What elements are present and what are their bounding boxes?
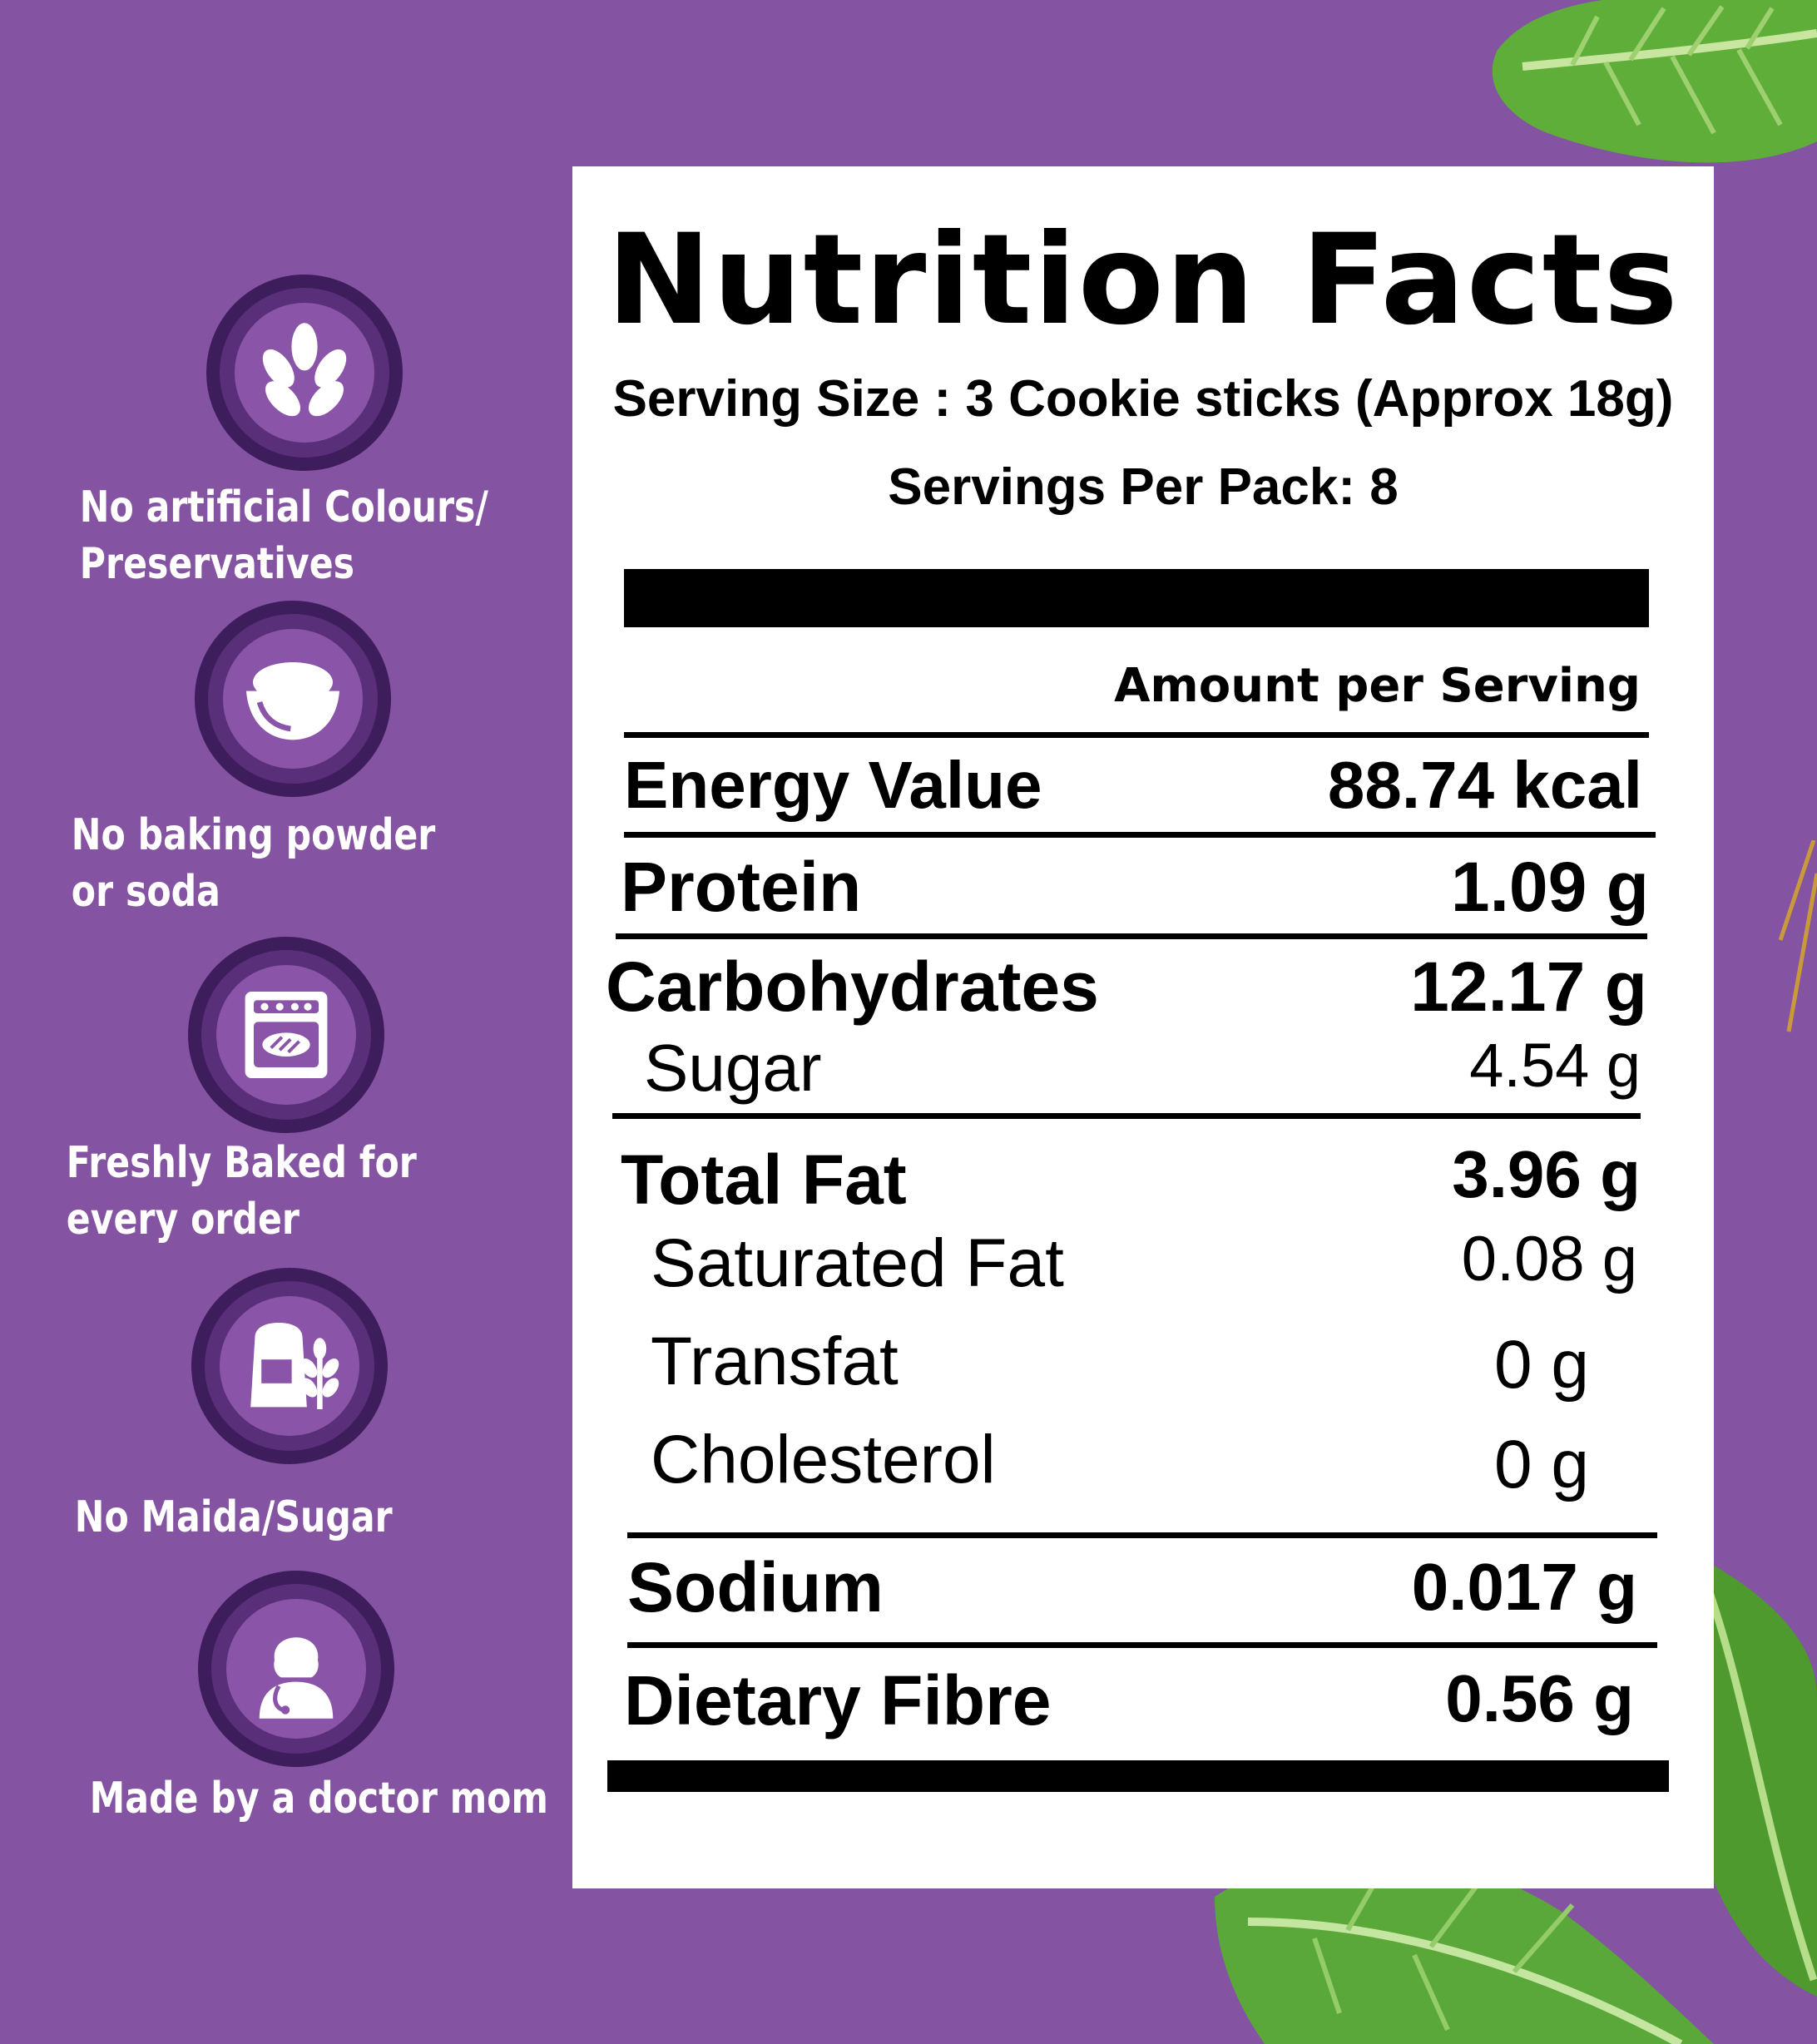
feature-badge-colours	[206, 275, 403, 471]
servings-per-pack: Servings Per Pack: 8	[888, 458, 1399, 516]
feature-label-maida: No Maida/Sugar	[75, 1489, 498, 1546]
doctor-icon	[259, 1637, 334, 1719]
feature-label-line: every order	[66, 1195, 300, 1245]
stalk-right-decoration	[1778, 840, 1817, 1032]
nutrition-title: Nutrition Facts	[606, 208, 1680, 353]
divider	[624, 832, 1656, 838]
sugar-value: 4.54 g	[1469, 1031, 1641, 1100]
oven-icon	[245, 992, 328, 1078]
cholesterol-label: Cholesterol	[651, 1422, 996, 1497]
transfat-value: 0 g	[1494, 1327, 1589, 1403]
thick-divider-bottom	[607, 1760, 1669, 1792]
feature-label-doctor: Made by a doctor mom	[89, 1770, 548, 1827]
serving-size: Serving Size : 3 Cookie sticks (Approx 1…	[612, 370, 1674, 428]
thick-divider-top	[624, 569, 1649, 627]
amount-per-serving-header: Amount per Serving	[1114, 659, 1641, 713]
total-fat-value: 3.96 g	[1452, 1137, 1641, 1211]
divider	[624, 732, 1649, 738]
feature-badge-baking	[195, 601, 391, 797]
feature-badge-baked	[188, 937, 384, 1133]
energy-value: 88.74 kcal	[1327, 748, 1642, 822]
saturated-fat-value: 0.08 g	[1461, 1224, 1637, 1294]
cholesterol-value: 0 g	[1494, 1427, 1589, 1502]
dietary-fibre-label: Dietary Fibre	[624, 1661, 1052, 1740]
divider	[627, 1532, 1657, 1538]
carbohydrates-label: Carbohydrates	[606, 948, 1099, 1026]
sugar-label: Sugar	[644, 1031, 822, 1105]
divider	[627, 1642, 1657, 1648]
feature-label-line: No Maida/Sugar	[74, 1492, 393, 1542]
divider	[616, 933, 1647, 939]
sodium-value: 0.017 g	[1411, 1550, 1637, 1624]
divider	[612, 1113, 1641, 1119]
transfat-label: Transfat	[651, 1324, 899, 1399]
protein-label: Protein	[621, 848, 862, 926]
energy-label: Energy Value	[624, 748, 1042, 822]
feature-label-line: No baking powder	[71, 810, 436, 860]
wheat-icon	[262, 323, 347, 417]
leaf-top-right-decoration	[1492, 0, 1817, 163]
feature-label-line: Preservatives	[79, 539, 354, 589]
feature-badge-maida	[191, 1268, 388, 1464]
protein-value: 1.09 g	[1450, 848, 1649, 926]
bowl-icon	[246, 662, 339, 740]
sodium-label: Sodium	[627, 1548, 884, 1626]
flour-bag-icon	[250, 1323, 339, 1409]
carbohydrates-value: 12.17 g	[1410, 948, 1647, 1026]
feature-label-baked: Freshly Baked for every order	[67, 1135, 489, 1248]
feature-label-line: or soda	[71, 867, 220, 917]
saturated-fat-label: Saturated Fat	[651, 1225, 1064, 1301]
feature-label-line: No artificial Colours/	[79, 483, 488, 532]
total-fat-label: Total Fat	[621, 1141, 907, 1219]
feature-label-line: Freshly Baked for	[66, 1138, 417, 1188]
dietary-fibre-value: 0.56 g	[1445, 1661, 1634, 1735]
feature-badge-doctor	[198, 1571, 394, 1767]
feature-label-line: Made by a doctor mom	[89, 1774, 548, 1824]
feature-label-baking: No baking powder or soda	[72, 807, 494, 920]
feature-label-colours: No artificial Colours/ Preservatives	[80, 479, 503, 592]
nutrition-facts-panel: Nutrition Facts Serving Size : 3 Cookie …	[572, 166, 1714, 1888]
